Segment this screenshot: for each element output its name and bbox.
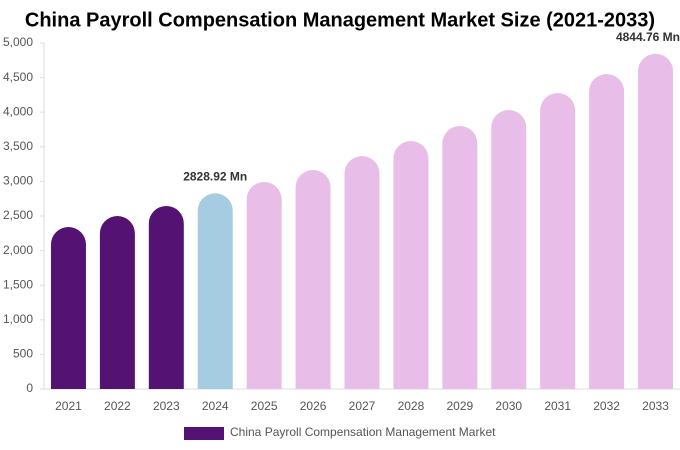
x-tick-label: 2024 xyxy=(202,399,229,413)
x-tick-label: 2028 xyxy=(398,399,425,413)
bar xyxy=(344,156,380,389)
bar xyxy=(540,93,576,389)
bar xyxy=(589,74,625,390)
value-label: 2828.92 Mn xyxy=(183,169,247,183)
x-tick-label: 2023 xyxy=(153,399,180,413)
x-tick-label: 2032 xyxy=(593,399,620,413)
y-tick-label: 4,000 xyxy=(3,104,33,118)
bar xyxy=(197,193,233,389)
legend-swatch xyxy=(184,427,224,440)
y-tick-label: 5,000 xyxy=(3,35,33,49)
x-tick-label: 2033 xyxy=(642,399,669,413)
y-tick-label: 3,000 xyxy=(3,174,33,188)
bar xyxy=(246,182,282,389)
y-tick-label: 0 xyxy=(26,381,33,395)
x-tick-label: 2022 xyxy=(104,399,131,413)
legend-label: China Payroll Compensation Management Ma… xyxy=(230,425,496,439)
x-tick-label: 2025 xyxy=(251,399,278,413)
x-tick-label: 2026 xyxy=(300,399,327,413)
bar xyxy=(442,125,478,389)
x-tick-label: 2030 xyxy=(495,399,522,413)
y-tick-label: 500 xyxy=(13,347,33,361)
bar xyxy=(50,227,86,389)
x-tick-label: 2021 xyxy=(55,399,82,413)
y-tick-label: 1,000 xyxy=(3,312,33,326)
bar xyxy=(295,169,331,389)
bar xyxy=(393,140,429,389)
x-tick-label: 2029 xyxy=(446,399,473,413)
y-tick-label: 2,000 xyxy=(3,243,33,257)
x-tick-label: 2027 xyxy=(349,399,376,413)
bar xyxy=(491,109,527,390)
x-tick-label: 2031 xyxy=(544,399,571,413)
y-tick-label: 4,500 xyxy=(3,70,33,84)
y-tick-label: 2,500 xyxy=(3,208,33,222)
bar xyxy=(638,53,674,389)
bar xyxy=(148,205,184,389)
y-tick-label: 1,500 xyxy=(3,277,33,291)
chart-title: China Payroll Compensation Management Ma… xyxy=(25,9,655,31)
value-label: 4844.76 Mn xyxy=(616,30,680,44)
bar xyxy=(99,216,135,389)
y-tick-label: 3,500 xyxy=(3,139,33,153)
